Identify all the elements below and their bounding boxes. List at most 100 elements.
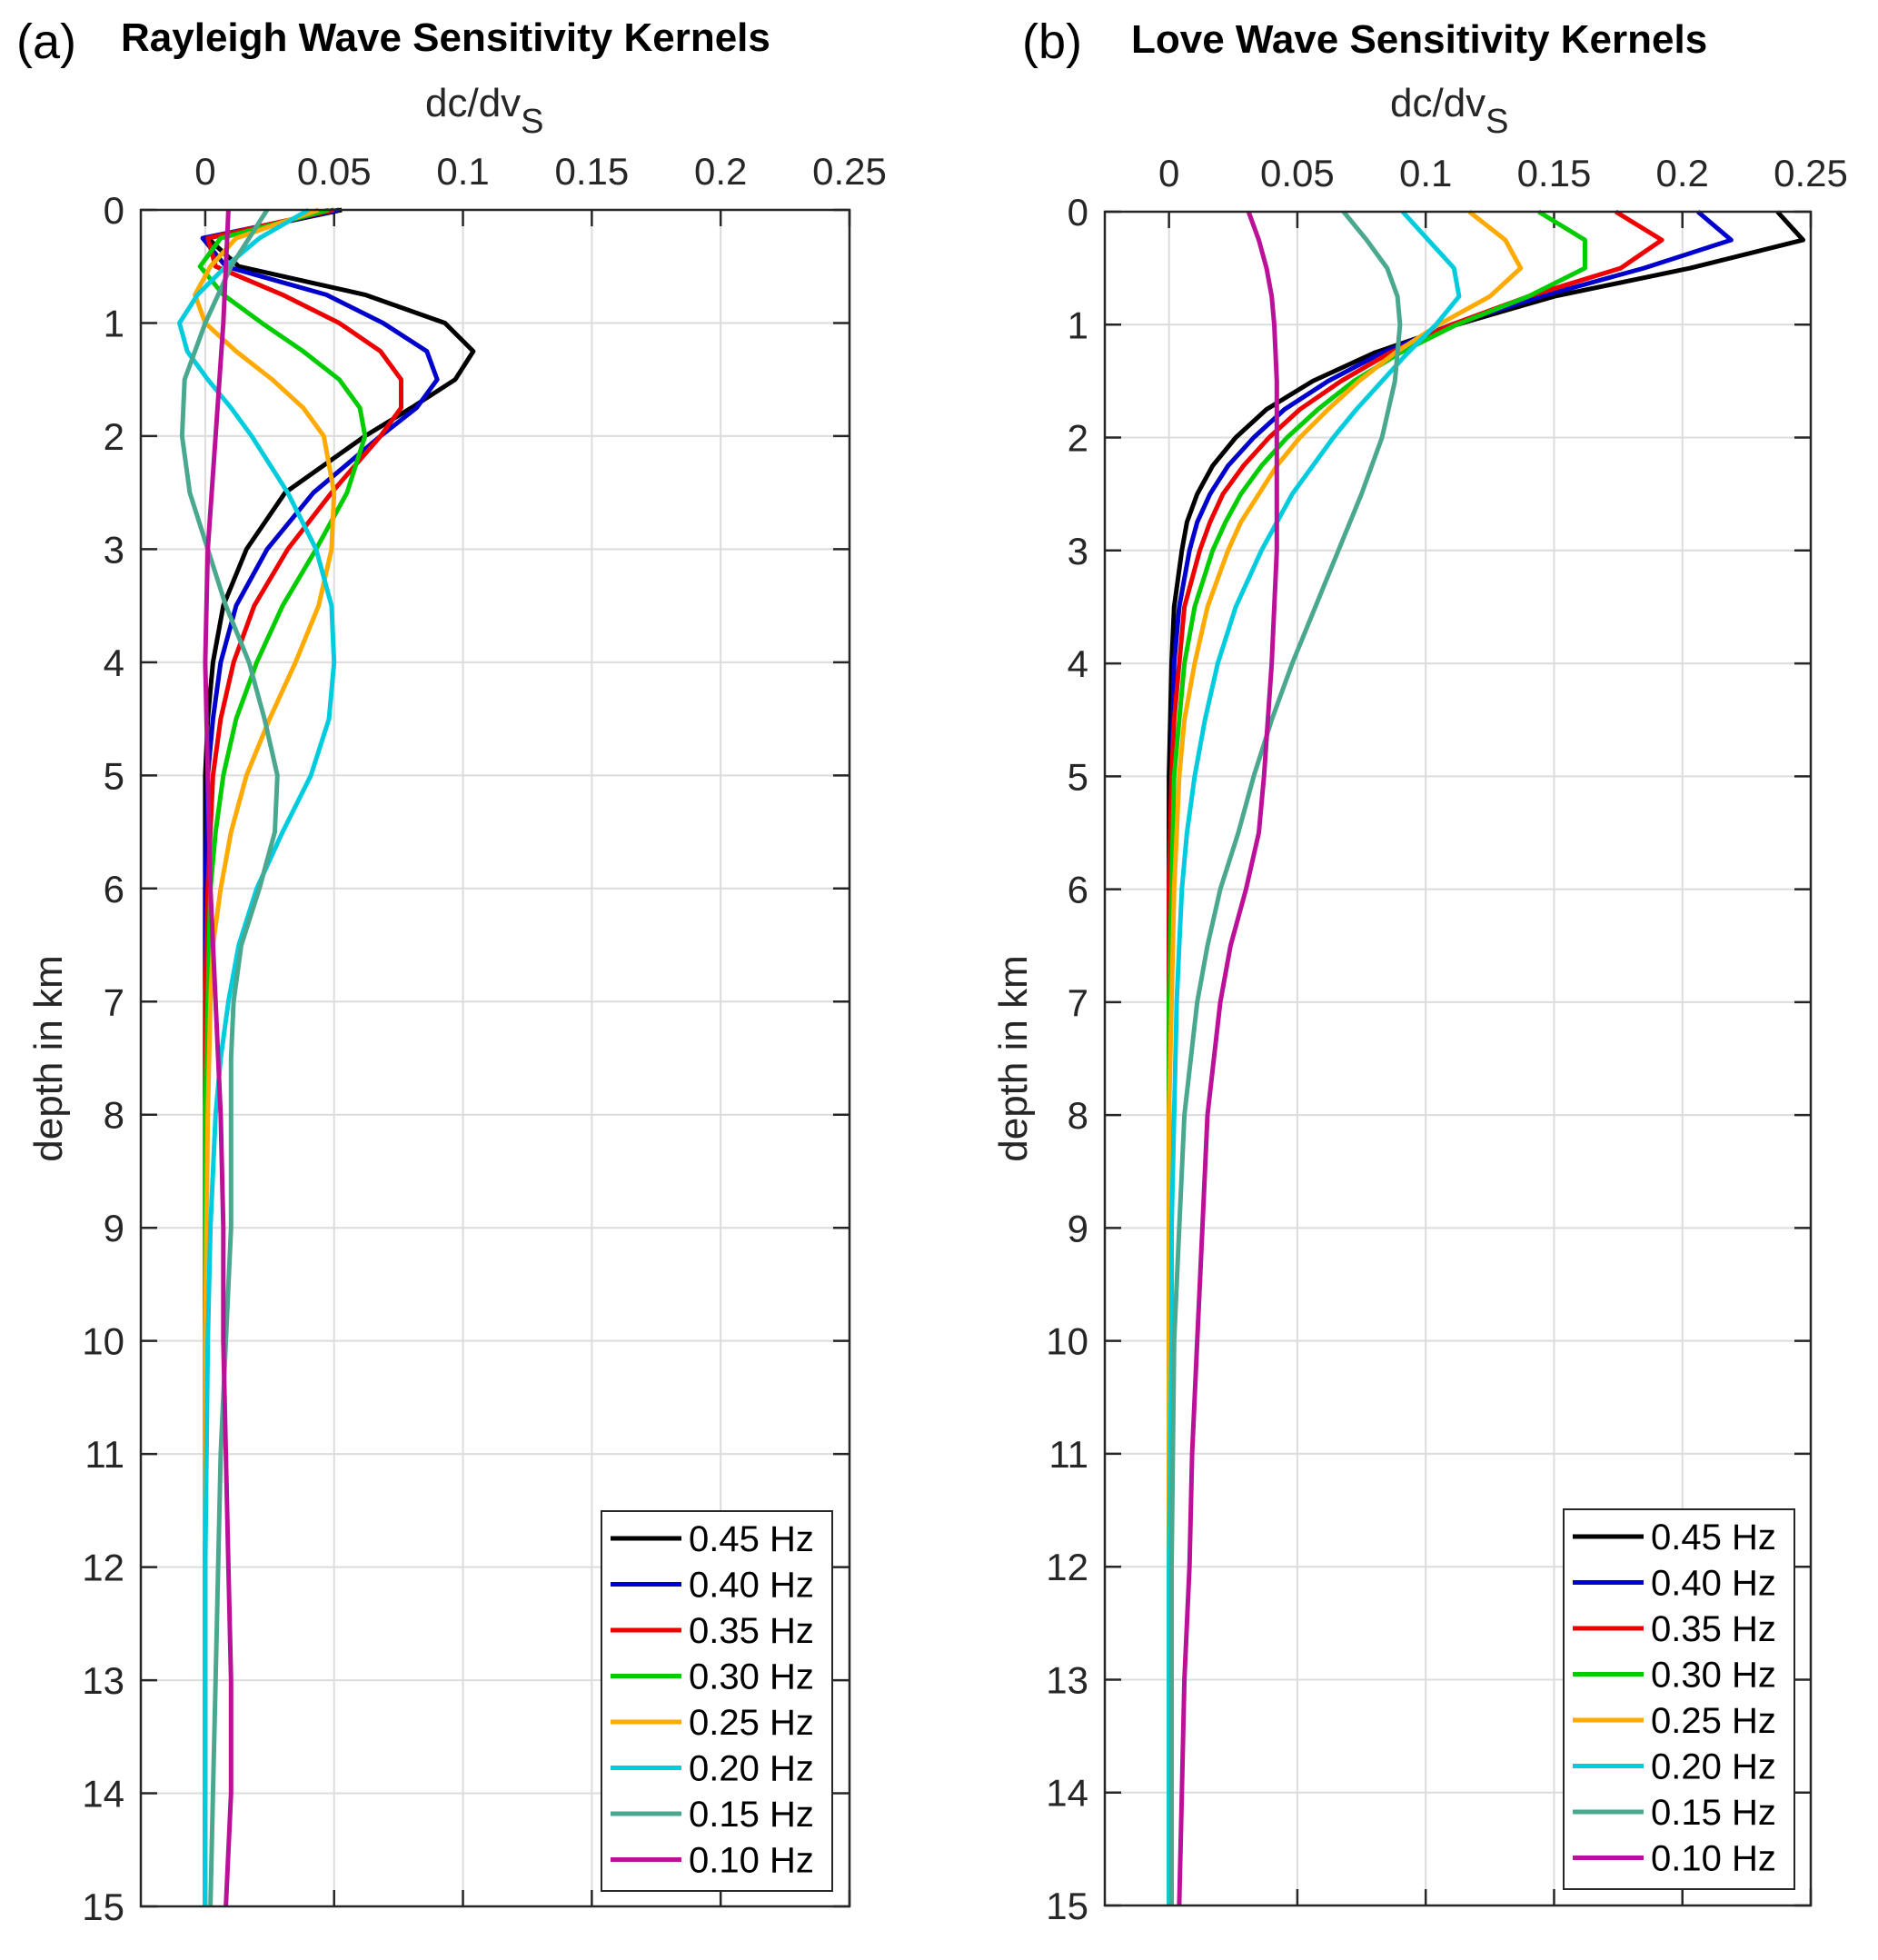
y-tick-label: 4 (1068, 642, 1088, 685)
x-tick-label: 0 (1158, 152, 1179, 194)
y-tick-label: 13 (1046, 1658, 1088, 1701)
panel-b-xtick-labels: 0 0.05 0.1 0.15 0.2 0.25 (1158, 152, 1848, 194)
legend-item: 0.40 Hz (611, 1566, 814, 1606)
legend-box (601, 1510, 833, 1892)
x-tick-label: 0.1 (436, 150, 489, 193)
legend-item: 0.15 Hz (1573, 1793, 1776, 1833)
legend-item: 0.15 Hz (611, 1795, 814, 1835)
panel-b-xlabel-main: dc/dv (1390, 81, 1486, 125)
legend-item: 0.35 Hz (1573, 1609, 1776, 1649)
legend-label: 0.20 Hz (1651, 1747, 1776, 1787)
legend-item: 0.20 Hz (1573, 1747, 1776, 1787)
y-tick-label: 5 (1068, 755, 1088, 798)
legend-label: 0.25 Hz (1651, 1701, 1776, 1741)
legend-item: 0.25 Hz (611, 1703, 814, 1743)
y-tick-label: 0 (104, 189, 124, 232)
y-tick-label: 14 (82, 1773, 124, 1816)
panel-a-axes-frame (139, 208, 851, 1908)
legend-label: 0.35 Hz (1651, 1609, 1776, 1649)
y-tick-label: 9 (1068, 1207, 1088, 1249)
legend-item: 0.30 Hz (611, 1657, 814, 1697)
x-tick-label: 0.25 (1774, 152, 1848, 194)
y-tick-label: 10 (82, 1320, 124, 1363)
legend-label: 0.15 Hz (1651, 1793, 1776, 1833)
y-tick-label: 6 (104, 868, 124, 910)
y-tick-label: 8 (104, 1094, 124, 1137)
x-tick-label: 0 (194, 150, 215, 193)
legend-label: 0.15 Hz (689, 1795, 814, 1835)
series-line-040 (200, 207, 440, 1906)
series-line-020 (177, 207, 337, 1906)
legend-item: 0.25 Hz (1573, 1701, 1776, 1741)
legend-label: 0.45 Hz (689, 1519, 814, 1559)
y-tick-label: 2 (104, 415, 124, 458)
x-tick-label: 0.05 (297, 150, 372, 193)
y-tick-label: 11 (84, 1433, 124, 1476)
legend-label: 0.25 Hz (689, 1703, 814, 1743)
legend-label: 0.40 Hz (689, 1566, 814, 1606)
legend-item: 0.10 Hz (1573, 1839, 1776, 1879)
panel-a-series (177, 207, 476, 1907)
series-line-020 (1167, 210, 1462, 1905)
y-tick-label: 13 (82, 1659, 124, 1702)
panel-a-ticks (141, 208, 851, 1908)
legend-label: 0.45 Hz (1651, 1517, 1776, 1557)
y-tick-label: 6 (1068, 869, 1088, 911)
y-tick-label: 3 (1068, 530, 1088, 572)
panel-b-xlabel-sub: S (1486, 103, 1508, 141)
series-line-030 (1167, 209, 1587, 1905)
y-tick-label: 1 (104, 302, 124, 344)
y-tick-label: 12 (82, 1547, 124, 1589)
y-tick-label: 11 (1048, 1433, 1088, 1476)
panel-a-ylabel: depth in km (26, 955, 71, 1161)
legend-label: 0.10 Hz (689, 1841, 814, 1881)
panel-b-series (1167, 209, 1805, 1906)
y-tick-label: 8 (1068, 1094, 1088, 1137)
x-tick-label: 0.15 (554, 150, 629, 193)
panel-b-legend: 0.45 Hz 0.40 Hz 0.35 Hz 0.30 Hz 0.25 Hz 0.20 … (1563, 1508, 1795, 1890)
y-tick-label: 3 (104, 528, 124, 571)
y-tick-label: 14 (1046, 1772, 1088, 1815)
panel-b-xlabel: dc/dvS (1390, 81, 1509, 141)
y-tick-label: 9 (104, 1207, 124, 1249)
legend-label: 0.20 Hz (689, 1749, 814, 1789)
panel-a-letter: (a) (16, 15, 76, 69)
series-line-045 (203, 207, 476, 1906)
legend-label: 0.10 Hz (1651, 1839, 1776, 1879)
legend-item: 0.45 Hz (1573, 1517, 1776, 1557)
legend-item: 0.35 Hz (611, 1611, 814, 1651)
series-line-015 (1169, 210, 1403, 1905)
x-tick-label: 0.1 (1399, 152, 1452, 194)
x-tick-label: 0.2 (694, 150, 747, 193)
panel-a-xlabel-main: dc/dv (425, 81, 521, 125)
x-tick-label: 0.15 (1517, 152, 1592, 194)
panel-b-title: Love Wave Sensitivity Kernels (1131, 17, 1707, 62)
x-tick-label: 0.25 (812, 150, 887, 193)
series-line-030 (197, 207, 368, 1906)
y-tick-label: 1 (1068, 303, 1088, 346)
panel-b-axes-frame (1103, 210, 1813, 1907)
legend-box (1563, 1508, 1795, 1890)
series-line-025 (1167, 210, 1524, 1905)
y-tick-label: 15 (1046, 1885, 1088, 1927)
y-tick-label: 7 (1068, 981, 1088, 1024)
panel-a-xlabel: dc/dvS (425, 81, 544, 141)
panel-a-xlabel-sub: S (521, 103, 543, 141)
x-tick-label: 0.2 (1656, 152, 1709, 194)
panel-a-rayleigh: (a) Rayleigh Wave Sensitivity Kernels dc… (16, 15, 887, 1928)
panel-b-ylabel: depth in km (991, 955, 1036, 1161)
legend-label: 0.40 Hz (1651, 1564, 1776, 1604)
legend-item: 0.30 Hz (1573, 1656, 1776, 1696)
legend-item: 0.10 Hz (611, 1841, 814, 1881)
x-tick-label: 0.05 (1260, 152, 1335, 194)
y-tick-label: 12 (1046, 1546, 1088, 1588)
series-line-010 (1177, 211, 1279, 1906)
series-line-025 (193, 207, 337, 1906)
legend-label: 0.30 Hz (1651, 1656, 1776, 1696)
y-tick-label: 4 (104, 642, 124, 684)
panel-b-letter: (b) (1022, 15, 1082, 69)
panel-a-title: Rayleigh Wave Sensitivity Kernels (121, 15, 770, 60)
